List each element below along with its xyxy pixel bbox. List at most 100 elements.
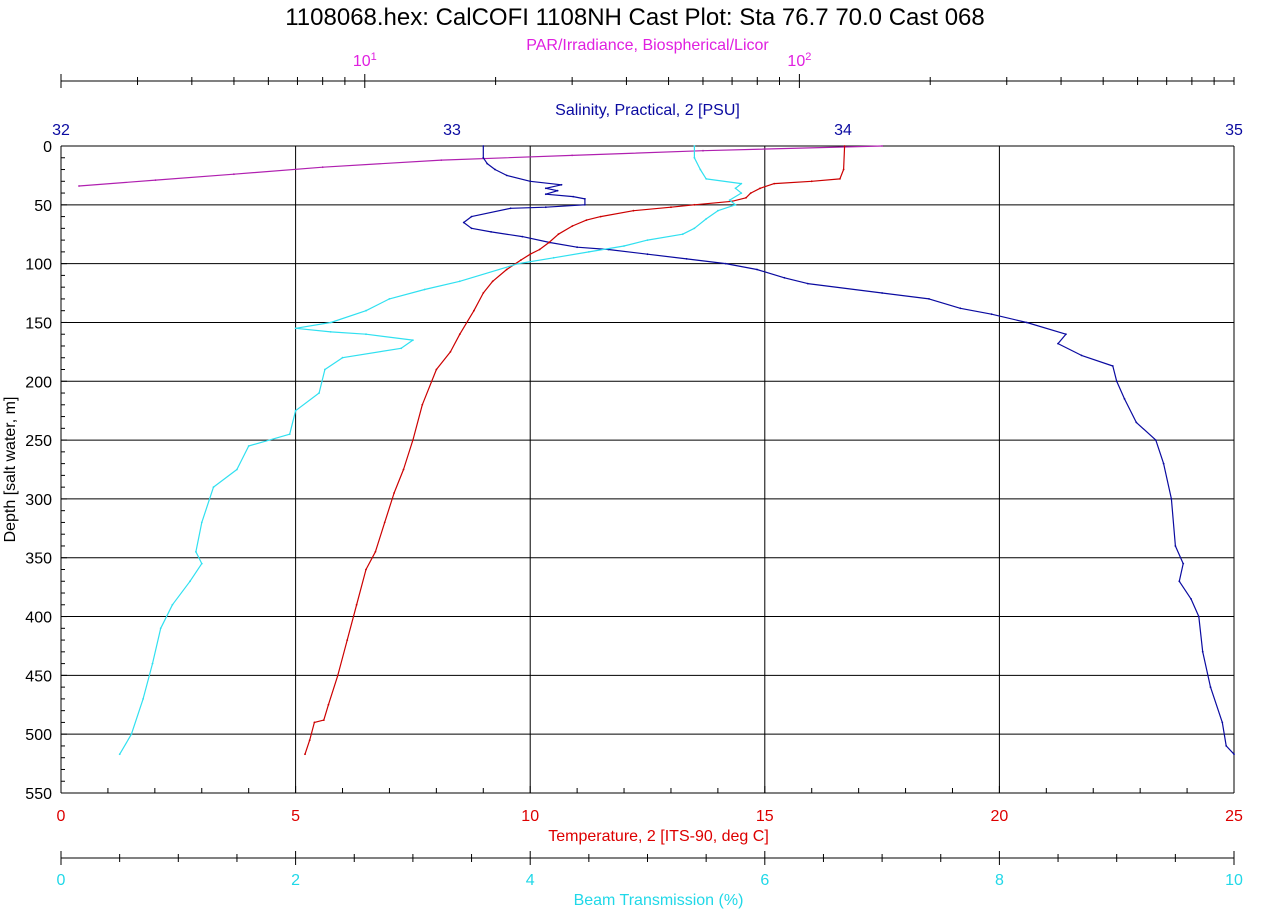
par-tick-label-base: 10	[353, 53, 371, 70]
salinity-data-point	[783, 276, 786, 279]
salinity-data-point	[1123, 398, 1126, 400]
beam-transmission-data-point	[412, 339, 414, 341]
salinity-data-point	[646, 253, 649, 256]
temperature-tick-label: 0	[57, 808, 66, 825]
beam-transmission-profile-line	[119, 146, 742, 755]
salinity-data-point	[584, 198, 586, 200]
beam-transmission-data-point	[236, 468, 238, 471]
beam-transmission-data-point	[151, 662, 154, 665]
salinity-data-point	[806, 282, 809, 285]
par-data-point	[440, 159, 443, 162]
depth-tick-label: 50	[34, 198, 52, 215]
beam-transmission-data-point	[734, 187, 737, 190]
temperature-data-point	[529, 253, 532, 256]
salinity-data-point	[560, 183, 563, 186]
beam-transmission-data-point	[130, 733, 133, 736]
temperature-data-point	[557, 233, 560, 236]
salinity-data-point	[1170, 498, 1173, 500]
beam-transmission-data-point	[200, 562, 203, 565]
temperature-tick-label: 15	[756, 808, 774, 825]
beam-transmission-data-point	[288, 433, 291, 436]
temperature-data-point	[670, 206, 672, 209]
beam-transmission-data-point	[423, 288, 426, 291]
beam-transmission-data-point	[247, 445, 250, 447]
salinity-data-point	[482, 156, 485, 159]
salinity-data-point	[1135, 421, 1138, 424]
salinity-data-point	[1162, 462, 1165, 465]
chart-title: 1108068.hex: CalCOFI 1108NH Cast Plot: S…	[285, 4, 985, 31]
temperature-data-point	[773, 182, 776, 185]
temperature-data-point	[412, 439, 414, 441]
beam-transmission-data-point	[195, 550, 197, 553]
temperature-data-point	[336, 674, 339, 677]
temperature-data-point	[304, 753, 306, 756]
beam-transmission-profile-line-group	[118, 145, 743, 756]
beam-transmission-data-point	[740, 182, 743, 185]
salinity-data-point	[1080, 354, 1083, 357]
par-data-point	[702, 149, 704, 152]
temperature-data-point	[585, 219, 588, 222]
temperature-tick-label: 20	[991, 808, 1009, 825]
beam-transmission-data-point	[588, 251, 590, 253]
temperature-data-point	[327, 703, 330, 706]
salinity-data-point	[685, 258, 688, 260]
beam-transmission-data-point	[341, 356, 344, 359]
salinity-data-point	[490, 231, 492, 233]
depth-tick-label: 450	[25, 668, 52, 685]
salinity-data-point	[1115, 380, 1118, 383]
salinity-data-point	[556, 189, 559, 192]
beam-transmission-data-point	[517, 262, 520, 265]
beam-transmission-data-point	[329, 321, 332, 324]
salinity-data-point	[482, 145, 485, 147]
temperature-data-point	[458, 333, 461, 336]
temperature-data-point	[538, 248, 541, 251]
beam-transmission-data-point	[400, 347, 403, 350]
par-profile-line-group	[78, 145, 883, 187]
salinity-data-point	[1225, 745, 1228, 747]
temperature-data-point	[839, 178, 841, 180]
temperature-data-point	[402, 468, 405, 471]
salinity-data-point	[576, 246, 578, 249]
beam-transmission-data-point	[693, 145, 696, 147]
beam-transmission-data-point	[159, 627, 162, 630]
temperature-data-point	[435, 368, 438, 371]
depth-tick-label: 200	[25, 374, 52, 391]
temperature-data-point	[421, 403, 424, 406]
beam-tick-label: 6	[760, 872, 769, 889]
salinity-profile-line-group	[462, 145, 1235, 756]
depth-tick-label: 250	[25, 433, 52, 450]
salinity-tick-label: 33	[443, 122, 461, 139]
salinity-tick-label: 32	[52, 122, 70, 139]
temperature-profile-line	[304, 145, 846, 755]
temperature-data-point	[313, 721, 316, 724]
beam-transmission-data-point	[693, 156, 696, 159]
depth-tick-label: 100	[25, 257, 52, 274]
beam-tick-label: 4	[526, 872, 535, 889]
beam-transmission-data-point	[646, 239, 649, 242]
temperature-tick-label: 25	[1225, 808, 1243, 825]
salinity-data-point	[529, 180, 532, 183]
par-data-point	[78, 185, 80, 187]
salinity-data-point	[1174, 545, 1177, 547]
depth-axis-label: Depth [salt water, m]	[2, 397, 19, 543]
salinity-data-point	[1111, 365, 1114, 367]
salinity-data-point	[1154, 439, 1157, 441]
salinity-data-point	[544, 187, 547, 190]
temperature-data-point	[383, 521, 386, 524]
temperature-axis-label: Temperature, 2 [ITS-90, deg C]	[548, 828, 769, 845]
beam-axis-label: Beam Transmission (%)	[574, 892, 744, 909]
beam-transmission-data-point	[699, 168, 702, 171]
beam-transmission-data-point	[142, 698, 145, 700]
salinity-data-point	[990, 313, 993, 316]
salinity-data-point	[509, 207, 512, 210]
salinity-data-point	[486, 162, 489, 165]
depth-tick-label: 150	[25, 315, 52, 332]
beam-transmission-data-point	[118, 753, 121, 756]
beam-tick-label: 10	[1225, 872, 1243, 889]
beam-transmission-data-point	[365, 333, 367, 336]
salinity-data-point	[1209, 686, 1212, 688]
salinity-profile-line	[463, 146, 1235, 755]
beam-transmission-data-point	[705, 218, 708, 220]
temperature-profile-line-group	[304, 145, 846, 756]
